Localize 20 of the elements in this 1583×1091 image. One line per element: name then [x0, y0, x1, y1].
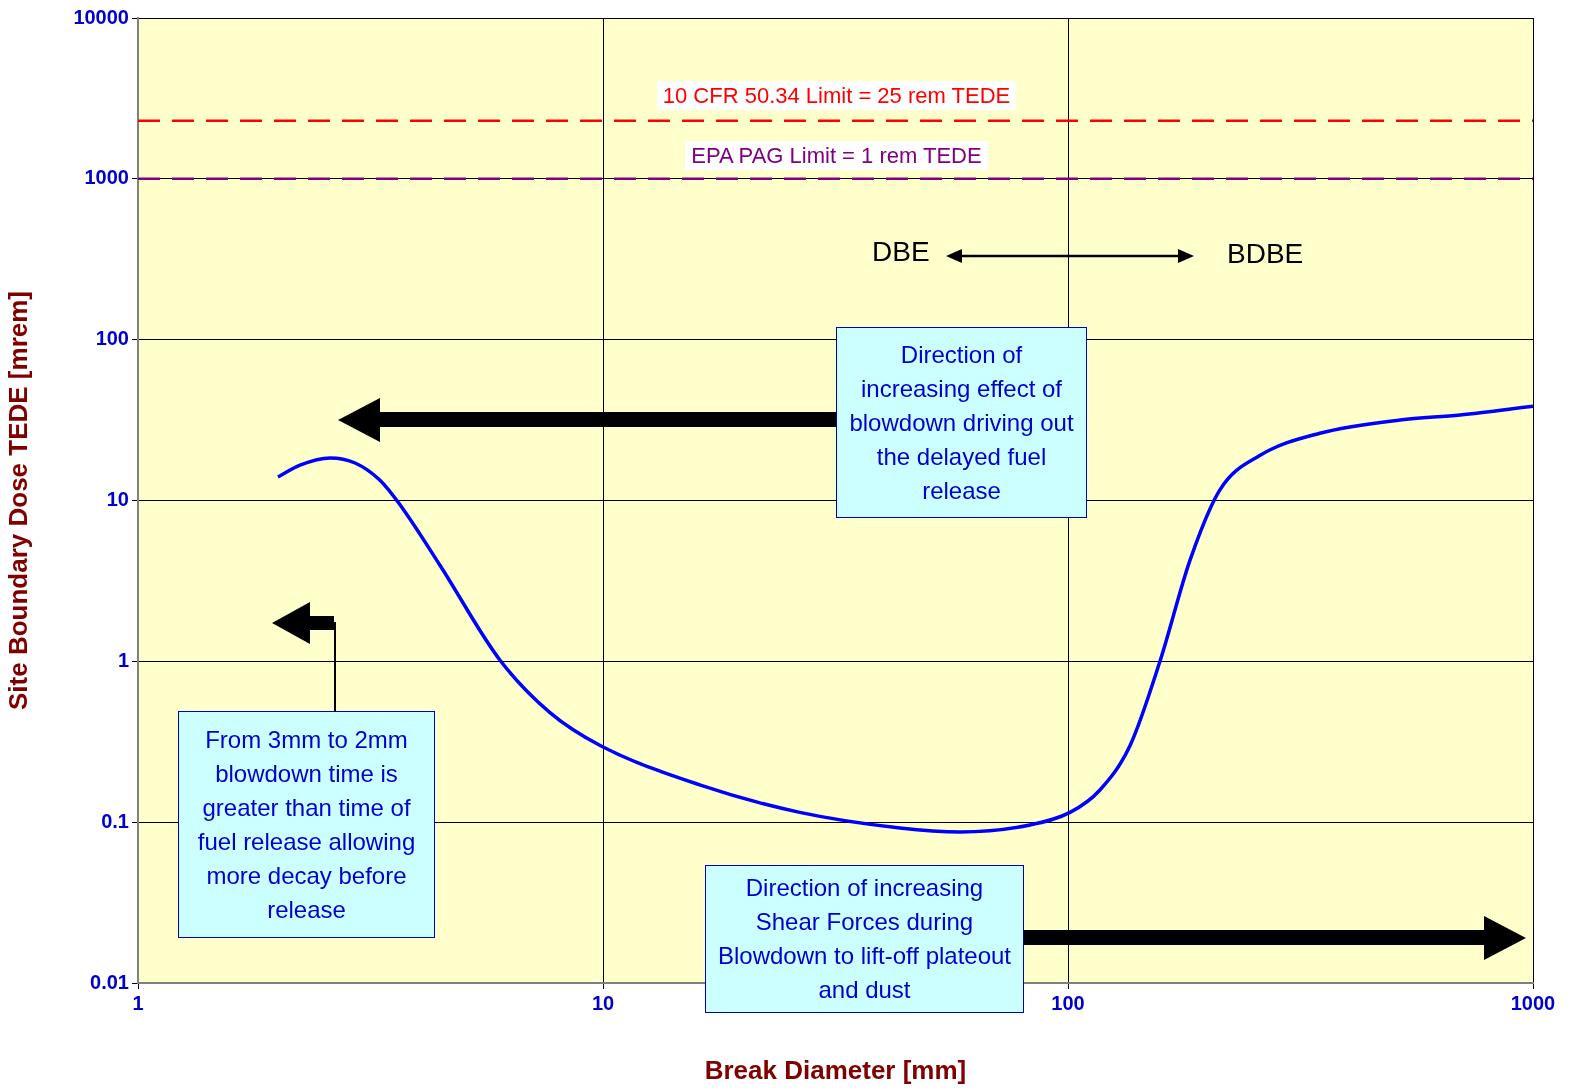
- y-tick-label: 1000: [84, 166, 129, 189]
- x-axis-title: Break Diameter [mm]: [704, 1054, 967, 1085]
- x-tick-label: 1: [132, 991, 144, 1014]
- y-tick-label: 0.1: [101, 809, 129, 832]
- annotation: Direction of increasing effect of blowdown driving out the delayed fuel release: [836, 327, 1087, 518]
- y-tick-label: 1: [117, 648, 129, 671]
- x-tick-label: 100: [1051, 991, 1085, 1014]
- x-tick-label: 1000: [1510, 991, 1556, 1014]
- annotation: DBE: [872, 236, 930, 268]
- annotation: 10 CFR 50.34 Limit = 25 rem TEDE: [656, 81, 1017, 110]
- annotation: Direction of increasing Shear Forces during Blowdown to lift-off plateout and dust: [705, 865, 1024, 1013]
- annotation: From 3mm to 2mm blowdown time is greater than time of fuel release allowing more decay before release: [178, 711, 435, 938]
- y-tick-label: 10000: [73, 5, 129, 28]
- y-axis-title: Site Boundary Dose TEDE [mrem]: [2, 291, 33, 710]
- y-tick-label: 100: [95, 327, 129, 350]
- y-tick-label: 0.01: [90, 970, 129, 993]
- y-tick-label: 10: [106, 488, 129, 511]
- annotation: EPA PAG Limit = 1 rem TEDE: [685, 141, 988, 170]
- annotation: BDBE: [1227, 238, 1304, 270]
- x-tick-label: 10: [591, 991, 615, 1014]
